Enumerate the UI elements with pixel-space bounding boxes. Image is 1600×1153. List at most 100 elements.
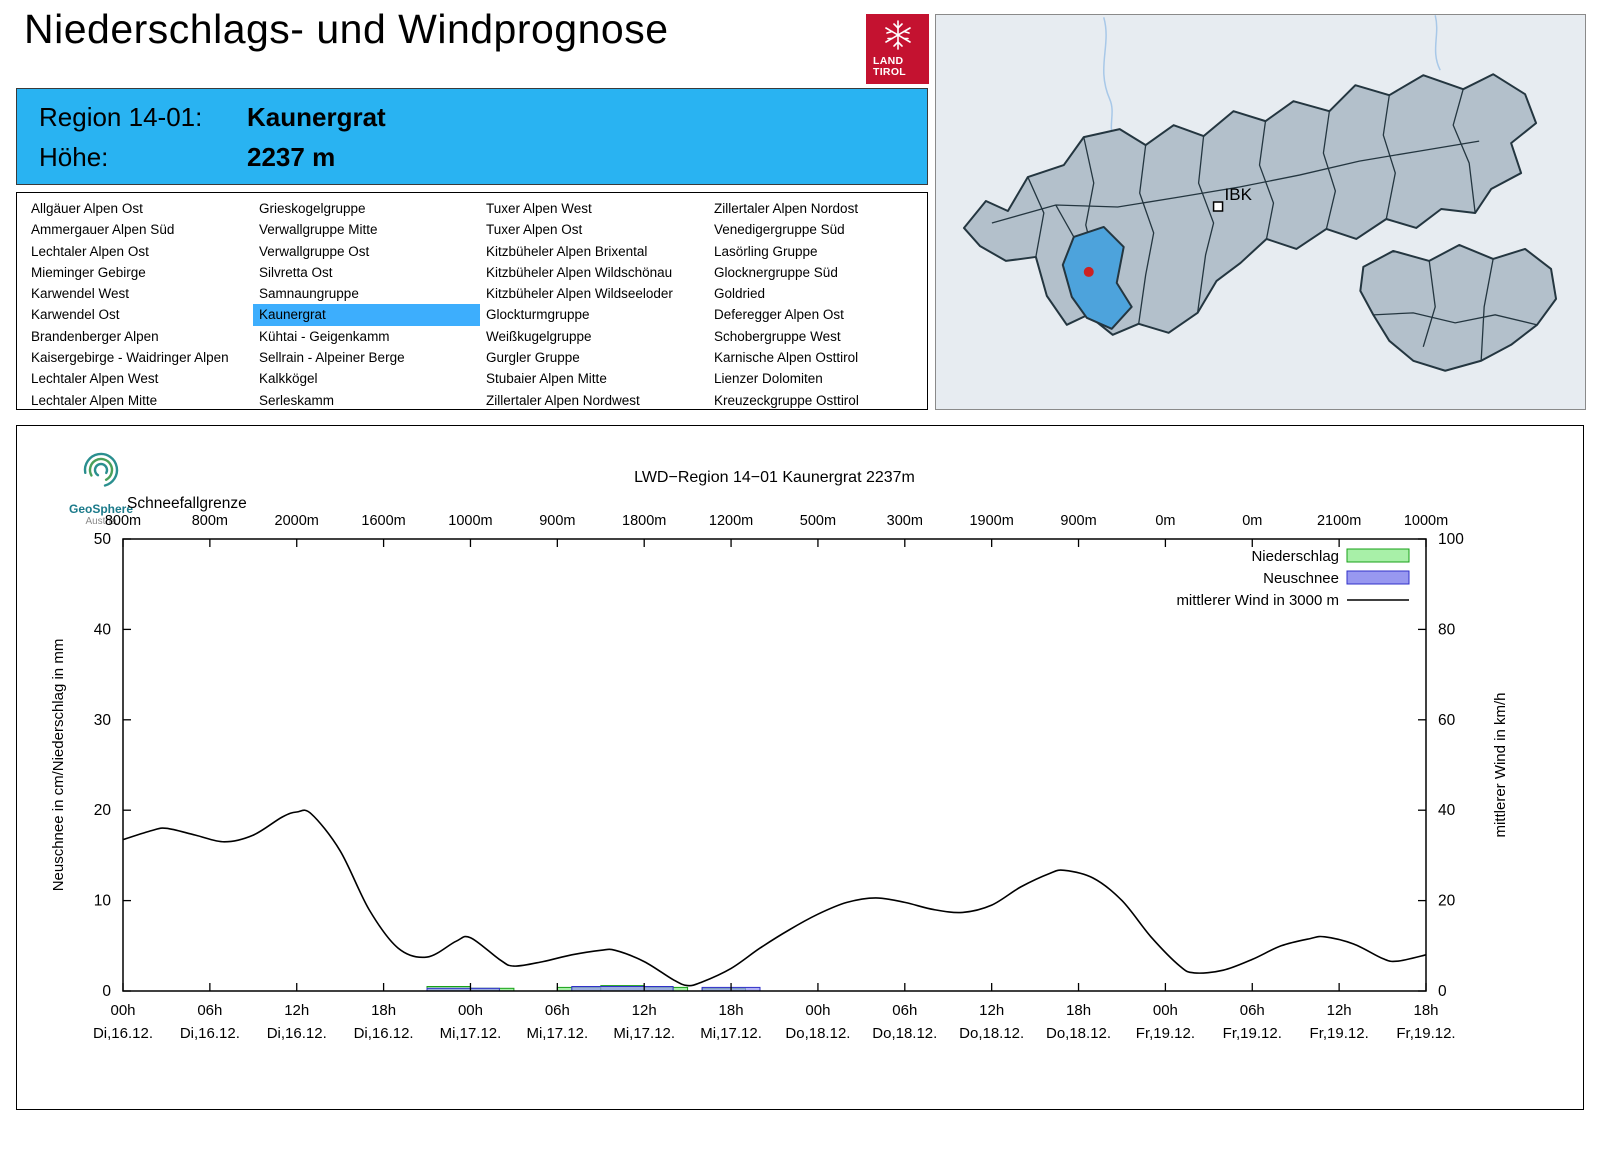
y-right-label: 80 bbox=[1438, 621, 1456, 638]
region-list-item[interactable]: Stubaier Alpen Mitte bbox=[486, 371, 607, 387]
x-time-label: 00h bbox=[110, 1002, 135, 1019]
region-list-item[interactable]: Silvretta Ost bbox=[259, 264, 333, 280]
region-list: Allgäuer Alpen Ost Ammergauer Alpen Süd Le… bbox=[16, 192, 928, 410]
region-list-column-2: Grieskogelgruppe Verwallgruppe Mitte Verwa… bbox=[253, 198, 480, 411]
geosphere-arcs-icon bbox=[83, 452, 119, 488]
region-list-item[interactable]: Lechtaler Alpen Ost bbox=[31, 243, 149, 259]
east-region-borders bbox=[1373, 258, 1538, 361]
region-list-item[interactable]: Goldried bbox=[714, 286, 766, 302]
region-list-item[interactable]: Gurgler Gruppe bbox=[486, 350, 580, 366]
x-date-label: Do,18.12. bbox=[872, 1025, 937, 1042]
x-date-label: Fr,19.12. bbox=[1136, 1025, 1195, 1042]
snowline-label: 1900m bbox=[969, 513, 1013, 529]
elevation-label: Höhe: bbox=[39, 142, 109, 172]
region-list-item[interactable]: Lechtaler Alpen Mitte bbox=[31, 392, 158, 408]
x-date-label: Di,16.12. bbox=[180, 1025, 240, 1042]
chart-canvas: 00hDi,16.12.800m06hDi,16.12.800m12hDi,16… bbox=[50, 469, 1509, 1042]
region-list-item[interactable]: Tuxer Alpen West bbox=[486, 201, 592, 216]
selected-region-kaunergrat[interactable] bbox=[1061, 225, 1133, 330]
x-time-label: 06h bbox=[892, 1002, 917, 1019]
x-time-label: 06h bbox=[545, 1002, 570, 1019]
x-date-label: Fr,19.12. bbox=[1396, 1025, 1455, 1042]
region-list-item[interactable]: Lechtaler Alpen West bbox=[31, 371, 159, 387]
region-list-item[interactable]: Samnaungruppe bbox=[259, 286, 359, 302]
legend-swatch-neuschnee bbox=[1346, 570, 1410, 585]
y-right-label: 60 bbox=[1438, 712, 1456, 729]
x-date-label: Mi,17.12. bbox=[700, 1025, 762, 1042]
region-list-item[interactable]: Mieminger Gebirge bbox=[31, 264, 146, 280]
x-time-label: 00h bbox=[805, 1002, 830, 1019]
page-title: Niederschlags- und Windprognose bbox=[24, 6, 669, 52]
region-list-item[interactable]: Brandenberger Alpen bbox=[31, 328, 159, 344]
legend-label: Niederschlag bbox=[1251, 548, 1339, 565]
x-date-label: Di,16.12. bbox=[354, 1025, 414, 1042]
geosphere-logo: GeoSphere Austria bbox=[53, 446, 149, 527]
wind-line bbox=[122, 809, 1427, 987]
region-list-item[interactable]: Zillertaler Alpen Nordost bbox=[714, 201, 859, 216]
region-list-item[interactable]: Sellrain - Alpeiner Berge bbox=[259, 350, 405, 366]
legend-label: Neuschnee bbox=[1263, 570, 1339, 587]
snowline-label: 900m bbox=[1060, 513, 1096, 529]
logo-text-land: LAND bbox=[873, 55, 904, 67]
x-time-label: 12h bbox=[1327, 1002, 1352, 1019]
region-list-item[interactable]: Grieskogelgruppe bbox=[259, 201, 366, 216]
geosphere-name: GeoSphere bbox=[68, 502, 134, 516]
y-left-label: 0 bbox=[102, 983, 111, 1000]
region-list-item[interactable]: Ammergauer Alpen Süd bbox=[31, 222, 175, 238]
region-value: Kaunergrat bbox=[247, 102, 386, 132]
region-list-item[interactable]: Weißkugelgruppe bbox=[486, 328, 592, 344]
region-list-item[interactable]: Kaisergebirge - Waidringer Alpen bbox=[31, 350, 229, 366]
forecast-chart-panel: GeoSphere Austria 00h Di,16.12. 800m 06h Di,… bbox=[16, 425, 1584, 1110]
region-list-item[interactable]: Tuxer Alpen Ost bbox=[486, 222, 583, 238]
x-date-label: Mi,17.12. bbox=[526, 1025, 588, 1042]
region-list-item[interactable]: Kitzbüheler Alpen Wildseeloder bbox=[486, 286, 673, 302]
region-list-column-3: Tuxer Alpen West Tuxer Alpen Ost Kitzbühel… bbox=[480, 198, 708, 411]
region-list-item[interactable]: Karnische Alpen Osttirol bbox=[714, 350, 859, 366]
top-axis-label: Schneefallgrenze bbox=[127, 495, 247, 512]
region-list-item[interactable]: Kitzbüheler Alpen Wildschönau bbox=[486, 264, 673, 280]
region-list-item[interactable]: Karwendel West bbox=[31, 286, 130, 302]
ibk-city-label: IBK bbox=[1225, 185, 1253, 204]
y-right-label: 40 bbox=[1438, 802, 1456, 819]
region-list-item-selected[interactable]: Kaunergrat bbox=[253, 304, 480, 326]
snowline-label: 0m bbox=[1155, 513, 1175, 529]
snowline-label: 0m bbox=[1242, 513, 1262, 529]
snowline-label: 800m bbox=[105, 513, 141, 529]
region-list-item[interactable]: Allgäuer Alpen Ost bbox=[31, 201, 143, 216]
region-list-item[interactable]: Verwallgruppe Mitte bbox=[259, 222, 378, 238]
snowline-label: 2000m bbox=[275, 513, 319, 529]
region-list-item[interactable]: Deferegger Alpen Ost bbox=[714, 307, 844, 323]
region-list-item[interactable]: Serleskamm bbox=[259, 392, 335, 408]
region-list-item[interactable]: Lienzer Dolomiten bbox=[714, 371, 823, 387]
y-left-label: 20 bbox=[94, 802, 112, 819]
region-list-item[interactable]: Kalkkögel bbox=[259, 371, 318, 387]
region-list-item[interactable]: Lasörling Gruppe bbox=[714, 243, 818, 259]
x-date-label: Fr,19.12. bbox=[1310, 1025, 1369, 1042]
x-date-label: Di,16.12. bbox=[267, 1025, 327, 1042]
region-list-item[interactable]: Karwendel Ost bbox=[31, 307, 120, 323]
snowline-label: 800m bbox=[192, 513, 228, 529]
region-borders bbox=[991, 89, 1480, 324]
region-list-item[interactable]: Zillertaler Alpen Nordwest bbox=[486, 392, 640, 408]
snowline-label: 500m bbox=[800, 513, 836, 529]
region-list-item[interactable]: Kühtai - Geigenkamm bbox=[259, 328, 390, 344]
region-list-item[interactable]: Kitzbüheler Alpen Brixental bbox=[486, 243, 648, 259]
region-list-item[interactable]: Glockturmgruppe bbox=[486, 307, 590, 323]
snowline-label: 1800m bbox=[622, 513, 666, 529]
x-time-label: 00h bbox=[458, 1002, 483, 1019]
region-list-item[interactable]: Schobergruppe West bbox=[714, 328, 841, 344]
y-right-label: 100 bbox=[1438, 531, 1464, 548]
region-list-item[interactable]: Verwallgruppe Ost bbox=[259, 243, 370, 259]
region-list-item[interactable]: Glocknergruppe Süd bbox=[714, 264, 838, 280]
y-left-label: 10 bbox=[94, 893, 112, 910]
tirol-region-map[interactable]: IBK bbox=[935, 14, 1586, 410]
land-tirol-logo: LAND TIROL bbox=[866, 14, 929, 84]
region-list-item[interactable]: Venedigergruppe Süd bbox=[714, 222, 845, 238]
legend-swatch-niederschlag bbox=[1346, 548, 1410, 563]
x-time-label: 12h bbox=[284, 1002, 309, 1019]
x-time-label: 18h bbox=[719, 1002, 744, 1019]
region-list-item[interactable]: Kreuzeckgruppe Osttirol bbox=[714, 392, 859, 408]
x-time-label: 18h bbox=[1066, 1002, 1091, 1019]
x-date-label: Di,16.12. bbox=[93, 1025, 153, 1042]
map-canvas[interactable]: IBK bbox=[936, 15, 1585, 409]
